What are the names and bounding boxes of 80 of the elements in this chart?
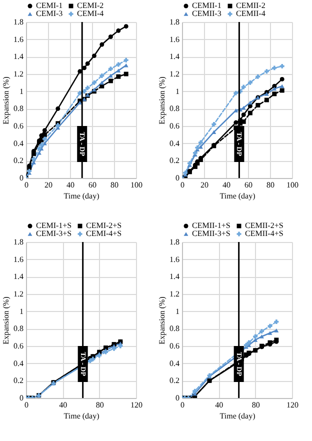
x-tick-label: 60 [88, 180, 96, 190]
x-tick-label: 80 [252, 400, 260, 410]
y-tick-label: 1.2 [14, 290, 24, 298]
y-tick-label: 0.4 [14, 358, 24, 368]
x-axis-title: Time (day) [220, 192, 256, 200]
legend-label: CEMII-2 [236, 1, 266, 10]
y-tick-label: 0 [176, 394, 180, 402]
x-tick-label: 40 [222, 180, 230, 190]
legend-label: CEMI-4+S [86, 229, 122, 238]
x-tick-label: 60 [244, 180, 252, 190]
y-tick-label: 0 [20, 174, 24, 182]
y-tick-label: 0.8 [14, 104, 24, 114]
y-axis-title: Expansion (%) [158, 76, 166, 124]
y-tick-label: 0.6 [170, 122, 180, 130]
y-tick-label: 0.2 [14, 156, 24, 166]
y-tick-label: 0.2 [170, 156, 180, 166]
x-tick-label: 100 [130, 180, 142, 190]
x-tick-label: 120 [130, 400, 142, 410]
y-tick-label: 1.6 [170, 254, 180, 264]
legend-label: CEMI-1 [36, 1, 63, 10]
legend-label: CEMII-4+S [245, 229, 284, 238]
y-tick-label: 1.4 [14, 52, 24, 62]
y-tick-label: 1.8 [14, 18, 24, 26]
x-axis-title: Time (day) [64, 412, 100, 420]
x-axis-title: Time (day) [64, 192, 100, 200]
y-tick-label: 1.6 [14, 254, 24, 264]
x-tick-label: 80 [266, 180, 274, 190]
y-axis-title: Expansion (%) [2, 296, 10, 344]
legend-label: CEMII-3 [192, 9, 222, 18]
legend-label: CEMI-2 [77, 1, 104, 10]
x-tick-label: 120 [286, 400, 298, 410]
legend-label: CEMII-2+S [245, 221, 284, 230]
y-tick-label: 1 [20, 86, 24, 96]
y-tick-label: 1.2 [170, 290, 180, 298]
y-tick-label: 1.8 [14, 238, 24, 246]
y-tick-label: 1 [176, 86, 180, 96]
y-tick-label: 0.6 [14, 342, 24, 350]
legend-label: CEMII-1+S [192, 221, 230, 230]
y-tick-label: 1.8 [170, 238, 180, 246]
legend-label: CEMI-4 [77, 9, 104, 18]
legend-label: CEMI-3 [36, 9, 63, 18]
x-tick-label: 80 [96, 400, 104, 410]
x-tick-label: 20 [44, 180, 52, 190]
y-tick-label: 1.8 [170, 18, 180, 26]
y-tick-label: 0 [176, 174, 180, 182]
x-tick-label: 80 [110, 180, 118, 190]
x-tick-label: 40 [66, 180, 74, 190]
x-tick-label: 100 [286, 180, 298, 190]
y-tick-label: 1.6 [170, 34, 180, 44]
y-tick-label: 1.4 [170, 52, 180, 62]
y-tick-label: 1 [176, 306, 180, 316]
x-tick-label: 40 [59, 400, 68, 410]
y-tick-label: 1.2 [170, 70, 180, 78]
y-tick-label: 0.2 [170, 376, 180, 386]
legend-label: CEMI-2+S [86, 221, 122, 230]
y-tick-label: 1.6 [14, 34, 24, 44]
y-tick-label: 0.6 [14, 122, 24, 130]
y-tick-label: 0 [20, 394, 24, 402]
y-tick-label: 0.8 [170, 104, 180, 114]
y-tick-label: 0.4 [170, 138, 180, 148]
y-tick-label: 0.4 [14, 138, 24, 148]
y-tick-label: 0.6 [170, 342, 180, 350]
legend-label: CEMI-1+S [36, 221, 72, 230]
y-axis-title: Expansion (%) [158, 296, 166, 344]
y-tick-label: 0.4 [170, 358, 180, 368]
x-tick-label: 40 [215, 400, 224, 410]
legend-label: CEMI-3+S [36, 229, 72, 238]
legend-label: CEMII-3+S [192, 229, 230, 238]
y-tick-label: 1 [20, 306, 24, 316]
y-tick-label: 1.4 [170, 272, 180, 282]
legend-label: CEMII-1 [192, 1, 222, 10]
y-tick-label: 0.8 [14, 324, 24, 334]
y-tick-label: 0.8 [170, 324, 180, 334]
x-tick-label: 20 [200, 180, 208, 190]
y-tick-label: 0.2 [14, 376, 24, 386]
x-axis-title: Time (day) [220, 412, 256, 420]
y-tick-label: 1.4 [14, 272, 24, 282]
legend-label: CEMII-4 [236, 9, 266, 18]
y-tick-label: 1.2 [14, 70, 24, 78]
y-axis-title: Expansion (%) [2, 76, 10, 124]
